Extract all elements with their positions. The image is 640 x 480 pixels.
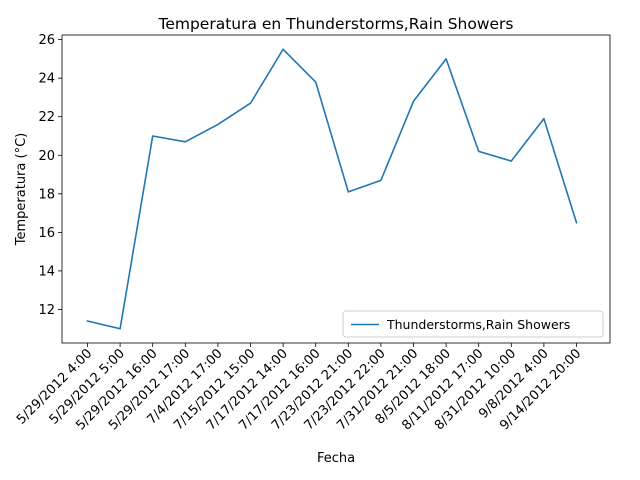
series-line <box>86 48 578 330</box>
y-tick-label: 14 <box>38 264 55 279</box>
y-tick-label: 22 <box>38 110 55 125</box>
y-tick-label: 18 <box>38 187 55 202</box>
y-tick-label: 24 <box>38 72 55 87</box>
y-tick-label: 12 <box>38 303 55 318</box>
y-axis-title: Temperatura (°C) <box>14 133 29 246</box>
y-tick-label: 16 <box>38 226 55 241</box>
series-layer <box>86 48 578 330</box>
legend: Thunderstorms,Rain Showers <box>342 310 604 338</box>
legend-box <box>342 310 604 338</box>
chart-title: Temperatura en Thunderstorms,Rain Shower… <box>157 15 513 33</box>
legend-label: Thunderstorms,Rain Showers <box>386 317 570 332</box>
plot-frame <box>61 34 611 344</box>
x-axis-title: Fecha <box>317 451 355 466</box>
y-tick-label: 26 <box>38 33 55 48</box>
y-tick-label: 20 <box>38 149 55 164</box>
